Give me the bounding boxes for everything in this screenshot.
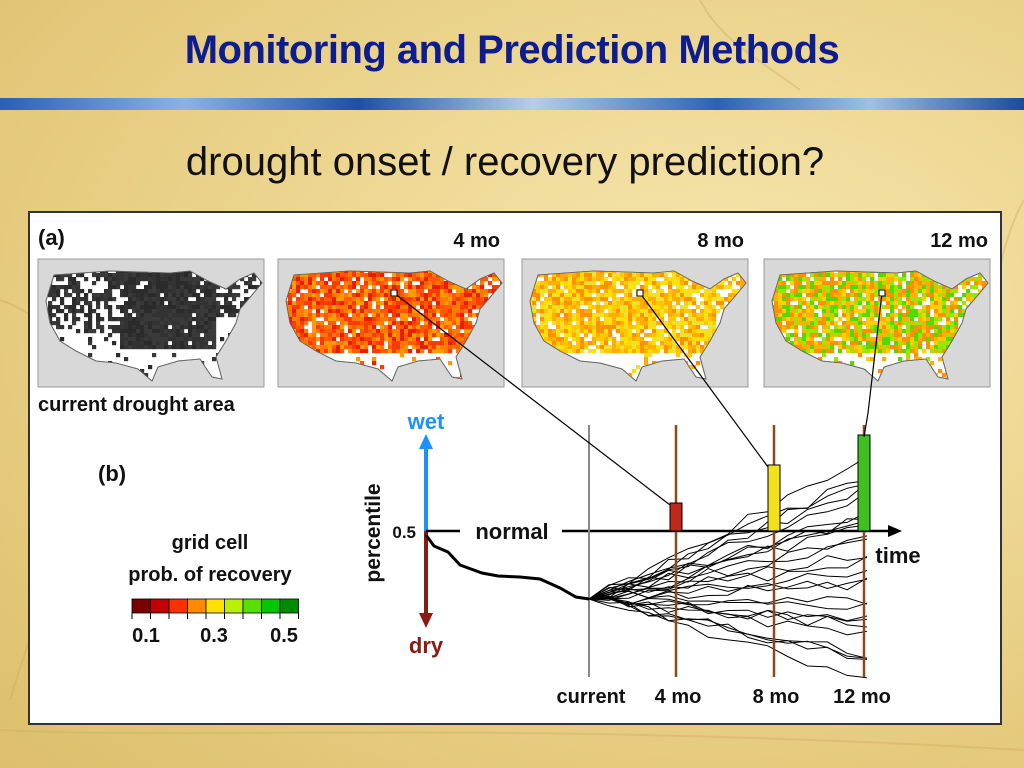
- legend-swatch: [187, 598, 207, 614]
- grid-cell-marker-4mo: [390, 289, 398, 297]
- legend-tick-0.5: 0.5: [270, 625, 298, 647]
- prob-bar-8mo: [767, 464, 781, 532]
- dry-label: dry: [409, 633, 444, 658]
- us-map-12mo: [763, 258, 991, 388]
- ensemble-trajectory: [588, 524, 868, 600]
- ensemble-trajectory: [588, 578, 868, 600]
- wet-arrowhead: [419, 434, 433, 449]
- figure-canvas: (a) 4 mo 8 mo 12 mo current drought area…: [37, 225, 991, 708]
- legend-swatch: [168, 598, 188, 614]
- time-label-4mo: 4 mo: [655, 686, 702, 708]
- normal-value-label: 0.5: [392, 523, 416, 542]
- legend-swatch: [242, 598, 262, 614]
- slide-title: Monitoring and Prediction Methods: [184, 28, 840, 72]
- ensemble-trajectory: [588, 598, 868, 679]
- title-divider: [0, 98, 1024, 110]
- ensemble-trajectory: [588, 555, 868, 600]
- ensemble-trajectory: [588, 597, 868, 636]
- map-heading-4mo: 4 mo: [453, 230, 500, 252]
- leader-line-8mo: [639, 292, 769, 468]
- observed-history-line: [424, 534, 590, 601]
- ensemble-trajectory: [588, 490, 868, 600]
- map-row: [37, 258, 991, 388]
- time-label-12mo: 12 mo: [833, 686, 891, 708]
- legend-title-line1: grid cell: [172, 532, 249, 554]
- legend-swatch: [279, 598, 299, 614]
- ensemble-trajectories: [588, 456, 868, 679]
- figure-panel: (a) 4 mo 8 mo 12 mo current drought area…: [28, 211, 1002, 725]
- time-label-current: current: [557, 686, 626, 708]
- y-axis-label: percentile: [362, 483, 385, 582]
- wet-label: wet: [407, 409, 445, 434]
- panel-a-label: (a): [38, 225, 65, 250]
- ensemble-trajectory: [588, 595, 868, 628]
- ensemble-trajectory: [588, 596, 868, 622]
- dry-arrowhead: [419, 613, 433, 628]
- ensemble-trajectory: [588, 598, 868, 660]
- ensemble-trajectory: [588, 480, 868, 600]
- us-map-8mo: [521, 258, 749, 388]
- ensemble-trajectory: [588, 483, 868, 600]
- legend-tick-0.1: 0.1: [132, 625, 160, 647]
- leader-line-4mo: [393, 292, 671, 506]
- legend-swatch: [131, 598, 151, 614]
- ensemble-trajectory: [588, 598, 868, 659]
- legend-swatch: [150, 598, 170, 614]
- ensemble-trajectory: [588, 518, 868, 600]
- ensemble-trajectory: [588, 598, 868, 659]
- grid-cell-marker-8mo: [636, 289, 644, 297]
- normal-label: normal: [475, 519, 548, 544]
- time-arrowhead: [888, 525, 902, 537]
- map-heading-8mo: 8 mo: [697, 230, 744, 252]
- slide-subtitle: drought onset / recovery prediction?: [185, 140, 825, 184]
- grid-cell-marker-12mo: [878, 289, 886, 297]
- legend-title-line2: prob. of recovery: [128, 564, 292, 586]
- legend-swatch: [205, 598, 225, 614]
- us-map-4mo: [277, 258, 505, 388]
- panel-b-label: (b): [98, 461, 126, 486]
- time-label: time: [875, 543, 920, 568]
- legend-swatch: [224, 598, 244, 614]
- prob-bar-4mo: [669, 502, 683, 532]
- prob-bar-12mo: [857, 434, 871, 532]
- leader-line-12mo: [863, 292, 883, 438]
- legend-tick-0.3: 0.3: [200, 625, 228, 647]
- map-heading-12mo: 12 mo: [930, 230, 988, 252]
- legend-colorbar: [131, 598, 299, 619]
- ensemble-trajectory: [588, 511, 868, 600]
- map-caption-current: current drought area: [38, 394, 236, 416]
- us-map-current: [37, 258, 265, 388]
- time-label-8mo: 8 mo: [753, 686, 800, 708]
- legend-swatch: [261, 598, 281, 614]
- ensemble-trajectory: [588, 482, 868, 600]
- ensemble-trajectory: [588, 570, 868, 600]
